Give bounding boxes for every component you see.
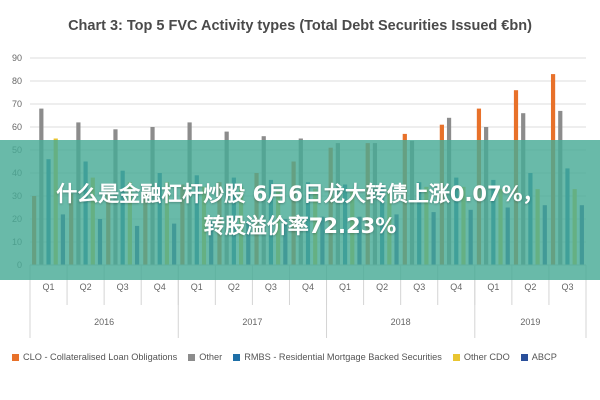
x-tick-label: Q2 [80, 282, 92, 292]
year-label: 2017 [242, 317, 262, 327]
x-tick-label: Q4 [450, 282, 462, 292]
legend-item: ABCP [520, 352, 557, 362]
chart-title: Chart 3: Top 5 FVC Activity types (Total… [68, 18, 532, 34]
y-tick-label: 90 [12, 53, 22, 63]
x-tick-label: Q3 [561, 282, 573, 292]
legend-swatch [188, 353, 196, 361]
x-tick-label: Q1 [191, 282, 203, 292]
x-tick-label: Q2 [376, 282, 388, 292]
x-tick-label: Q1 [339, 282, 351, 292]
x-tick-label: Q3 [413, 282, 425, 292]
legend-label: ABCP [531, 352, 557, 362]
year-label: 2018 [391, 317, 411, 327]
legend-label: CLO - Collateralised Loan Obligations [23, 352, 178, 362]
chart-legend: CLO - Collateralised Loan Obligations Oth… [12, 352, 600, 362]
x-tick-label: Q1 [487, 282, 499, 292]
x-tick-label: Q4 [302, 282, 314, 292]
x-tick-label: Q3 [117, 282, 129, 292]
x-tick-label: Q1 [43, 282, 55, 292]
legend-label: RMBS - Residential Mortgage Backed Secur… [244, 352, 442, 362]
headline-banner: 什么是金融杠杆炒股 6月6日龙大转债上涨0.07%， 转股溢价率72.23% [0, 140, 600, 280]
x-tick-label: Q2 [228, 282, 240, 292]
x-tick-label: Q3 [265, 282, 277, 292]
legend-item: Other CDO [452, 352, 510, 362]
x-tick-label: Q4 [154, 282, 166, 292]
legend-item: RMBS - Residential Mortgage Backed Secur… [233, 352, 442, 362]
legend-label: Other CDO [463, 352, 510, 362]
legend-label: Other [199, 352, 223, 362]
banner-text-line-1: 什么是金融杠杆炒股 6月6日龙大转债上涨0.07%， [56, 182, 544, 206]
y-tick-label: 70 [12, 99, 22, 109]
legend-swatch [520, 353, 528, 361]
y-tick-label: 60 [12, 122, 22, 132]
y-tick-label: 80 [12, 76, 22, 86]
legend-swatch [452, 353, 460, 361]
year-label: 2019 [520, 317, 540, 327]
legend-item: Other [188, 352, 222, 362]
x-tick-label: Q2 [524, 282, 536, 292]
legend-item: CLO - Collateralised Loan Obligations [12, 352, 177, 362]
legend-swatch [12, 353, 19, 361]
legend-swatch [233, 353, 241, 361]
banner-text-line-2: 转股溢价率72.23% [203, 214, 397, 238]
year-label: 2016 [94, 317, 114, 327]
